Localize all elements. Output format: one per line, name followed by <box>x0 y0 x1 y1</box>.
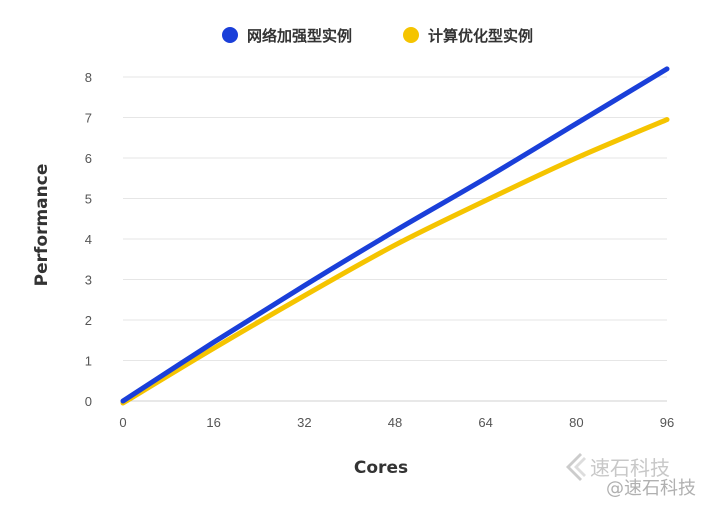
legend-marker-0 <box>222 27 238 43</box>
y-tick-label: 5 <box>85 192 92 207</box>
watermark: 速石科技 @速石科技 <box>566 453 696 499</box>
legend: 网络加强型实例 计算优化型实例 <box>222 27 533 45</box>
y-axis-ticks: 0 1 2 3 4 5 6 7 8 <box>85 70 92 409</box>
x-tick-label: 0 <box>119 415 126 430</box>
series-line-1 <box>120 117 670 406</box>
y-tick-label: 4 <box>85 232 92 247</box>
x-tick-label: 16 <box>206 415 220 430</box>
y-tick-label: 0 <box>85 394 92 409</box>
legend-label-0: 网络加强型实例 <box>247 27 352 45</box>
gridlines <box>123 76 667 402</box>
x-tick-label: 80 <box>569 415 583 430</box>
y-tick-label: 1 <box>85 354 92 369</box>
series-line-0 <box>120 66 670 404</box>
legend-label-1: 计算优化型实例 <box>428 27 533 45</box>
watermark-brand: 速石科技 <box>590 456 670 480</box>
y-tick-label: 6 <box>85 151 92 166</box>
legend-marker-1 <box>403 27 419 43</box>
y-tick-label: 2 <box>85 313 92 328</box>
x-tick-label: 96 <box>660 415 674 430</box>
y-axis-title: Performance <box>32 164 52 287</box>
watermark-weibo: @速石科技 <box>606 478 696 499</box>
x-tick-label: 48 <box>388 415 402 430</box>
watermark-logo-icon <box>566 453 586 481</box>
y-tick-label: 8 <box>85 70 92 85</box>
y-tick-label: 3 <box>85 273 92 288</box>
x-axis-ticks: 0 16 32 48 64 80 96 <box>119 415 674 430</box>
x-tick-label: 64 <box>478 415 492 430</box>
series-lines <box>120 66 670 406</box>
x-tick-label: 32 <box>297 415 311 430</box>
x-axis-title: Cores <box>354 458 408 478</box>
y-tick-label: 7 <box>85 111 92 126</box>
